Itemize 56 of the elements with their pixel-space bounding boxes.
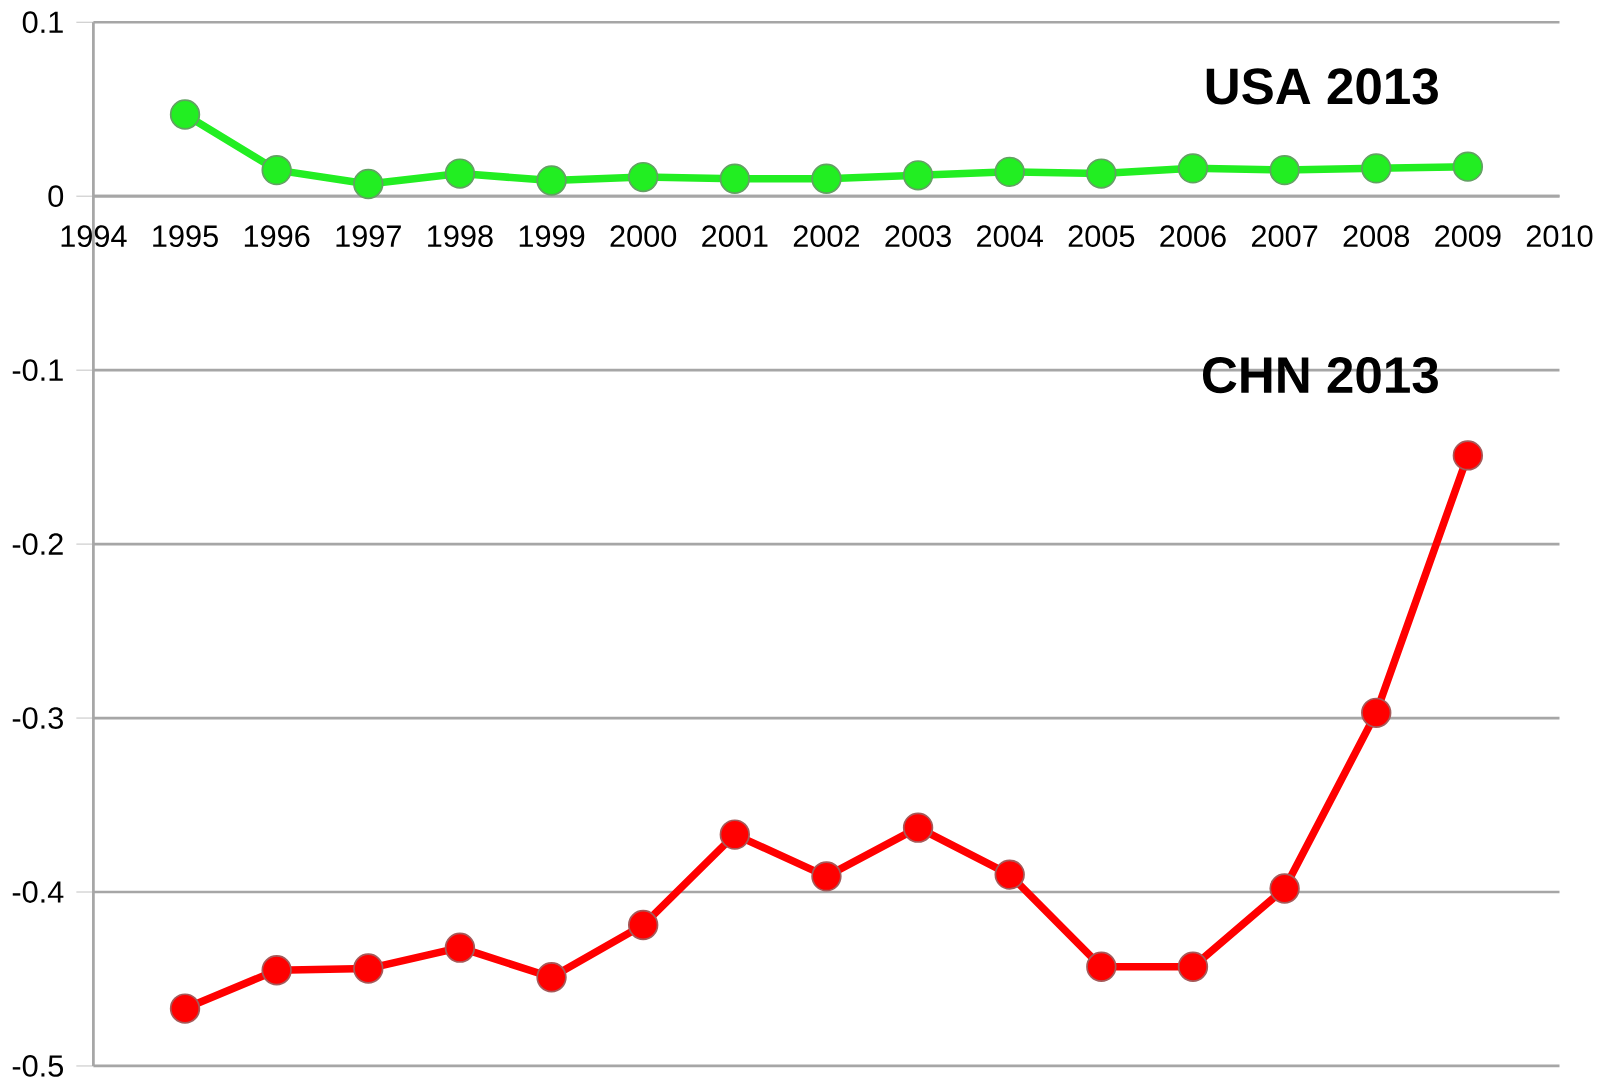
- point: [994, 156, 1025, 187]
- point: [1452, 151, 1484, 182]
- point: [536, 165, 567, 196]
- point: [719, 163, 750, 194]
- x-tick-label: 2000: [610, 225, 677, 247]
- point: [902, 160, 934, 191]
- point: [261, 955, 292, 986]
- x-tick-label: 2007: [1251, 225, 1318, 247]
- point: [1177, 153, 1209, 184]
- point: [811, 861, 842, 892]
- point: [1177, 951, 1209, 982]
- point: [1086, 158, 1117, 189]
- point: [1361, 697, 1392, 728]
- y-tick-label: 0.1: [22, 11, 63, 34]
- y-tick-label: -0.2: [12, 533, 63, 555]
- x-tick-label: 2010: [1526, 225, 1593, 247]
- x-tick-label: 2008: [1343, 225, 1410, 247]
- point: [353, 168, 384, 200]
- x-tick-label: 1998: [428, 225, 493, 247]
- point: [719, 819, 750, 850]
- y-tick-label: -0.3: [12, 707, 63, 729]
- point: [627, 161, 659, 193]
- point: [1269, 154, 1300, 186]
- x-tick-label: 2003: [885, 225, 951, 247]
- x-tick-label: 2009: [1435, 225, 1501, 247]
- point: [261, 154, 292, 186]
- point: [902, 812, 934, 843]
- series-label: USA 2013: [1206, 68, 1438, 105]
- x-tick-label: 2001: [702, 225, 768, 247]
- point: [627, 909, 659, 941]
- point: [444, 932, 476, 963]
- point: [1361, 153, 1392, 184]
- x-tick-label: 2006: [1160, 225, 1226, 247]
- y-tick-label: -0.5: [12, 1054, 63, 1077]
- point: [1086, 951, 1117, 982]
- x-tick-label: 1994: [61, 225, 127, 247]
- point: [353, 953, 384, 984]
- point: [444, 158, 476, 189]
- x-tick-label: 1996: [244, 225, 310, 247]
- point: [1269, 873, 1300, 904]
- point: [169, 993, 201, 1024]
- point: [536, 961, 567, 993]
- y-tick-label: 0: [48, 185, 64, 207]
- point: [811, 163, 842, 194]
- point: [1452, 440, 1484, 471]
- x-tick-label: 1995: [153, 225, 218, 247]
- x-tick-label: 2004: [977, 225, 1043, 247]
- series-label: CHN 2013: [1202, 356, 1438, 394]
- point: [994, 859, 1025, 890]
- x-tick-label: 2002: [793, 225, 860, 247]
- y-tick-label: -0.1: [12, 359, 63, 381]
- x-tick-label: 1999: [519, 225, 585, 247]
- x-tick-label: 2005: [1068, 225, 1135, 247]
- y-tick-label: -0.4: [12, 881, 64, 903]
- x-tick-label: 1997: [336, 225, 401, 247]
- point: [169, 99, 201, 130]
